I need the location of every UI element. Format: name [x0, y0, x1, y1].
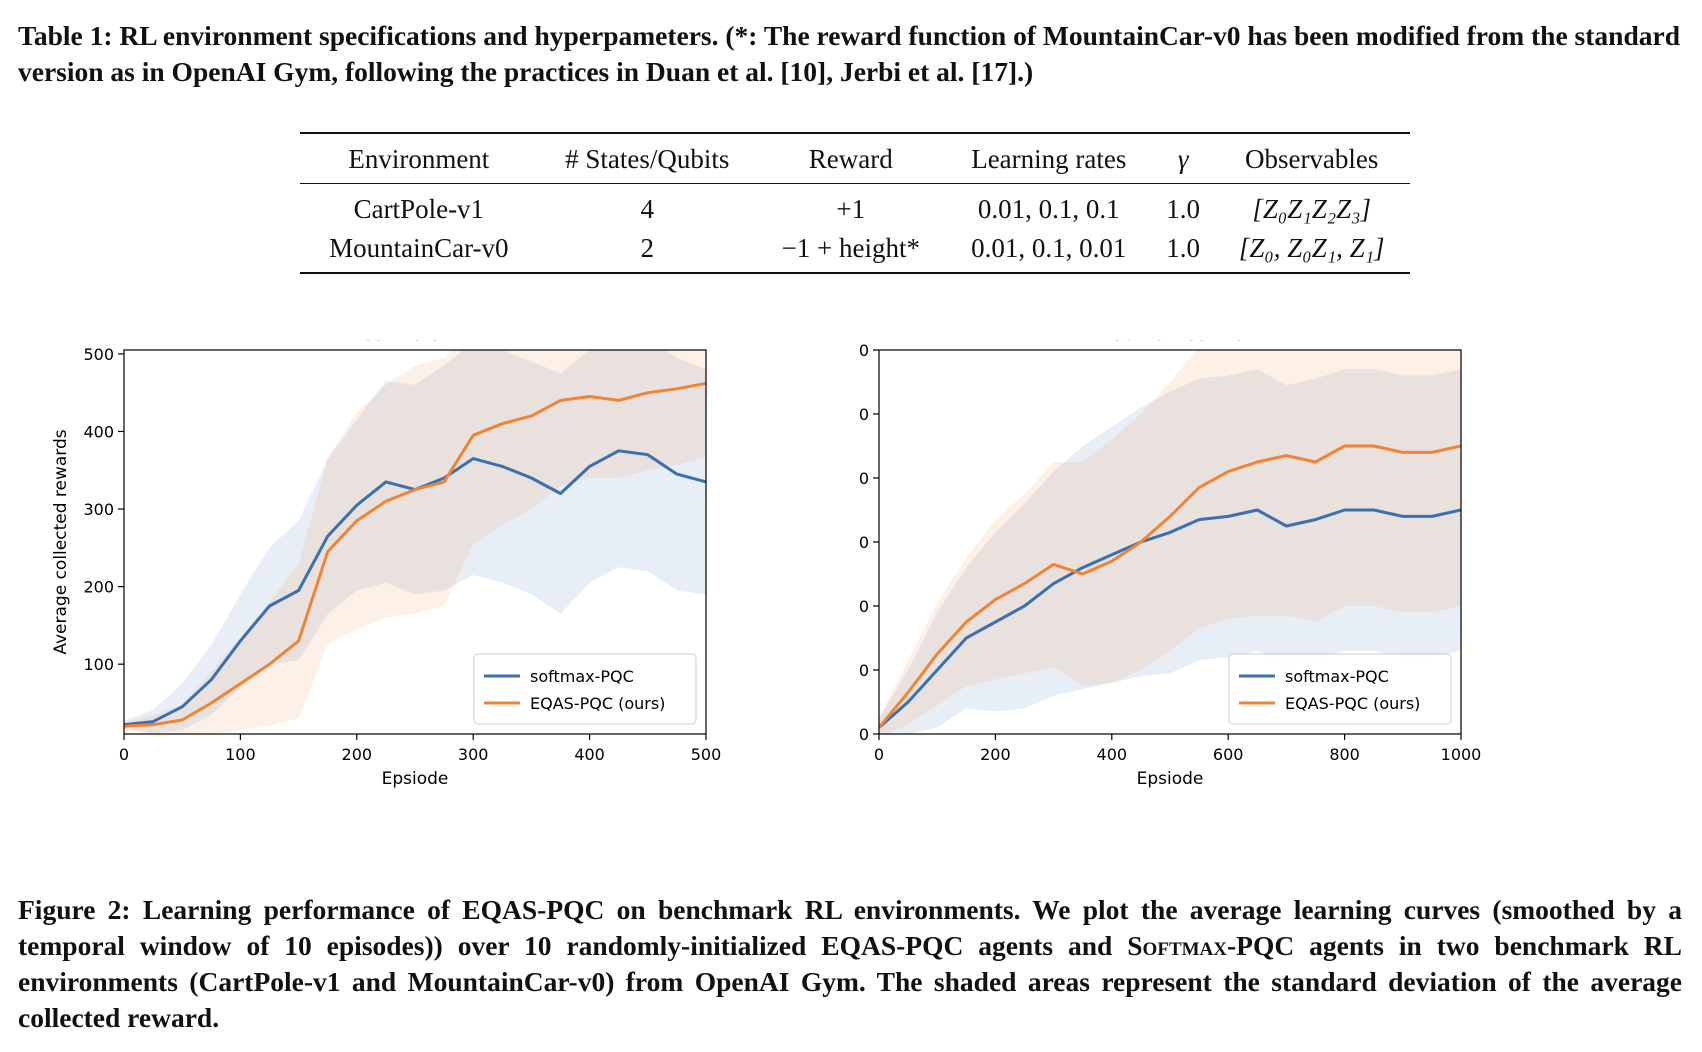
y-axis-label: Average collected rewards — [51, 429, 71, 654]
x-tick-label: 1000 — [1441, 745, 1482, 764]
cell-learning-rates: 0.01, 0.1, 0.01 — [971, 233, 1127, 263]
x-tick-label: 300 — [458, 745, 489, 764]
table-row: CartPole-v1 4 +1 0.01, 0.1, 0.1 1.0 [Z₀Z… — [300, 184, 1410, 230]
y-tick-label: −60 — [860, 341, 869, 360]
legend — [473, 653, 697, 725]
y-tick-label: −180 — [860, 725, 869, 744]
cell-observables: [Z₀, Z₀Z₁, Z₁] — [1238, 233, 1385, 263]
x-tick-label: 100 — [225, 745, 256, 764]
legend-label-eqas: EQAS-PQC (ours) — [1285, 694, 1420, 713]
table-caption: Table 1: RL environment specifications a… — [18, 20, 1680, 87]
legend-label-softmax: softmax-PQC — [530, 667, 634, 686]
legend — [1228, 653, 1452, 725]
y-tick-label: −80 — [860, 405, 869, 424]
x-axis-label: Epsiode — [382, 769, 449, 789]
x-tick-label: 800 — [1329, 745, 1360, 764]
x-tick-label: 200 — [342, 745, 373, 764]
spec-table: Environment # States/Qubits Reward Learn… — [300, 132, 1410, 274]
std-band-eqas — [124, 350, 706, 734]
mountaincar-chart: 0 200 400 600 800 1000 −180 −160 −140 −120 −100 −80… — [860, 340, 1482, 789]
x-axis-label: Epsiode — [1137, 769, 1204, 789]
plot-frame — [123, 349, 707, 735]
x-tick-label: 600 — [1213, 745, 1244, 764]
cell-environment: MountainCar-v0 — [329, 233, 509, 263]
figure-caption-part1: Figure 2: Learning performance of EQAS-P… — [18, 894, 1682, 961]
y-tick-label: −120 — [860, 533, 869, 552]
y-tick-label: 400 — [83, 422, 114, 441]
x-tick-label: 0 — [119, 745, 129, 764]
x-tick-label: 200 — [980, 745, 1011, 764]
series-line-eqas — [879, 444, 1461, 729]
cell-reward: −1 + height* — [781, 233, 920, 263]
chart-title: MountainCar-v0 — [1095, 340, 1245, 345]
x-tick-label: 400 — [574, 745, 605, 764]
cell-gamma: 1.0 — [1166, 194, 1201, 224]
y-tick-label: −140 — [860, 597, 869, 616]
figure-caption-part2: -PQC agents in two benchmark RL environm… — [18, 930, 1682, 1033]
cell-environment: CartPole-v1 — [353, 194, 485, 224]
figure-caption: Figure 2: Learning performance of EQAS-P… — [18, 892, 1682, 1036]
y-tick-label: 300 — [83, 500, 114, 519]
std-band-softmax — [124, 350, 706, 734]
plot-area — [879, 350, 1461, 734]
y-tick-label: −100 — [860, 469, 869, 488]
header-gamma: γ — [1177, 144, 1189, 174]
cell-states: 4 — [640, 194, 655, 224]
spec-table-wrapper: Environment # States/Qubits Reward Learn… — [300, 132, 1410, 274]
table-row: MountainCar-v0 2 −1 + height* 0.01, 0.1,… — [300, 229, 1410, 273]
series-line-softmax — [879, 508, 1461, 729]
legend-label-softmax: softmax-PQC — [1285, 667, 1389, 686]
header-environment: Environment — [348, 144, 490, 174]
x-tick-label: 0 — [874, 745, 884, 764]
header-states: # States/Qubits — [565, 144, 730, 174]
cell-observables: [Z₀Z₁Z₂Z₃] — [1252, 194, 1372, 224]
y-tick-label: 200 — [83, 578, 114, 597]
cell-learning-rates: 0.01, 0.1, 0.1 — [977, 194, 1120, 224]
header-observables: Observables — [1244, 144, 1379, 174]
y-tick-label: 500 — [83, 345, 114, 364]
y-tick-label: −160 — [860, 661, 869, 680]
cell-states: 2 — [640, 233, 655, 263]
cell-gamma: 1.0 — [1166, 233, 1201, 263]
header-learning-rates: Learning rates — [971, 144, 1127, 174]
cartpole-chart: 0 100 200 300 400 500 100 200 300 400 500 CartPole-… — [51, 340, 722, 789]
legend-label-eqas: EQAS-PQC (ours) — [530, 694, 665, 713]
plot-area — [124, 350, 706, 734]
x-tick-label: 500 — [691, 745, 722, 764]
x-tick-label: 400 — [1097, 745, 1128, 764]
cell-reward: +1 — [836, 194, 866, 224]
series-line-eqas — [124, 381, 706, 728]
y-tick-label: 100 — [83, 655, 114, 674]
header-reward: Reward — [808, 144, 893, 174]
std-band-eqas — [879, 350, 1461, 734]
figure-caption-smallcaps: Softmax — [1127, 930, 1227, 961]
chart-title: CartPole-v1 — [360, 340, 469, 345]
table-header-row: Environment # States/Qubits Reward Learn… — [300, 133, 1410, 184]
